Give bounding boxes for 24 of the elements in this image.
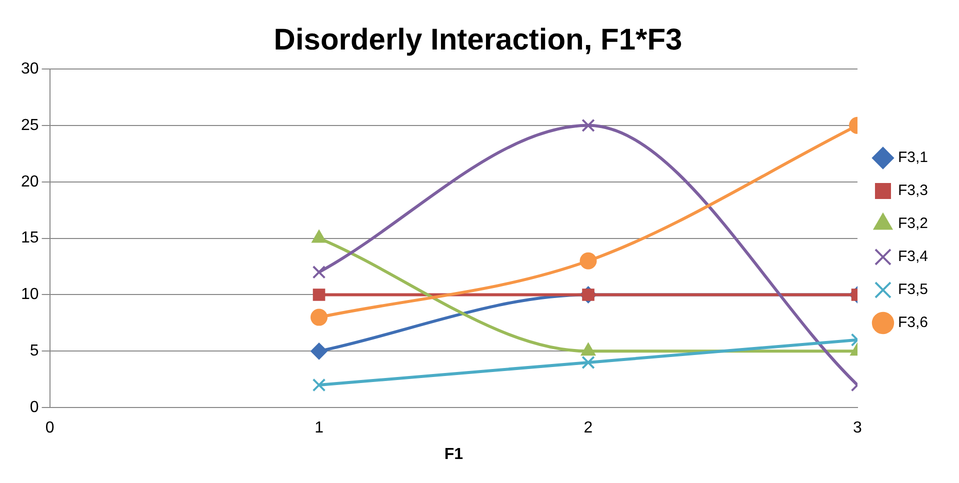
x-tick-label: 3 [853, 420, 862, 437]
y-tick-label: 30 [21, 60, 39, 78]
legend-label: F3,4 [898, 248, 928, 266]
point [310, 308, 328, 326]
y-tick-label: 0 [30, 399, 39, 416]
x-tick-label: 2 [584, 420, 593, 437]
legend-label: F3,5 [898, 281, 928, 298]
point [312, 266, 326, 279]
chart-title: Disorderly Interaction, F1*F3 [274, 23, 682, 56]
y-tick-label: 20 [21, 173, 39, 190]
legend-label: F3,6 [898, 314, 928, 332]
y-tick-label: 10 [21, 286, 39, 304]
legend-label: F3,2 [898, 215, 928, 232]
point [310, 342, 328, 360]
legend-label: F3,1 [898, 149, 928, 166]
y-tick-label: 15 [21, 230, 39, 247]
point [312, 378, 326, 392]
x-tick-label: 1 [314, 420, 324, 437]
y-tick-label: 5 [30, 342, 39, 360]
point [312, 288, 326, 301]
x-tick-label: 0 [45, 420, 54, 437]
y-tick-label: 25 [21, 116, 39, 134]
legend-label: F3,3 [898, 182, 928, 200]
x-axis-title: F1 [444, 446, 464, 463]
